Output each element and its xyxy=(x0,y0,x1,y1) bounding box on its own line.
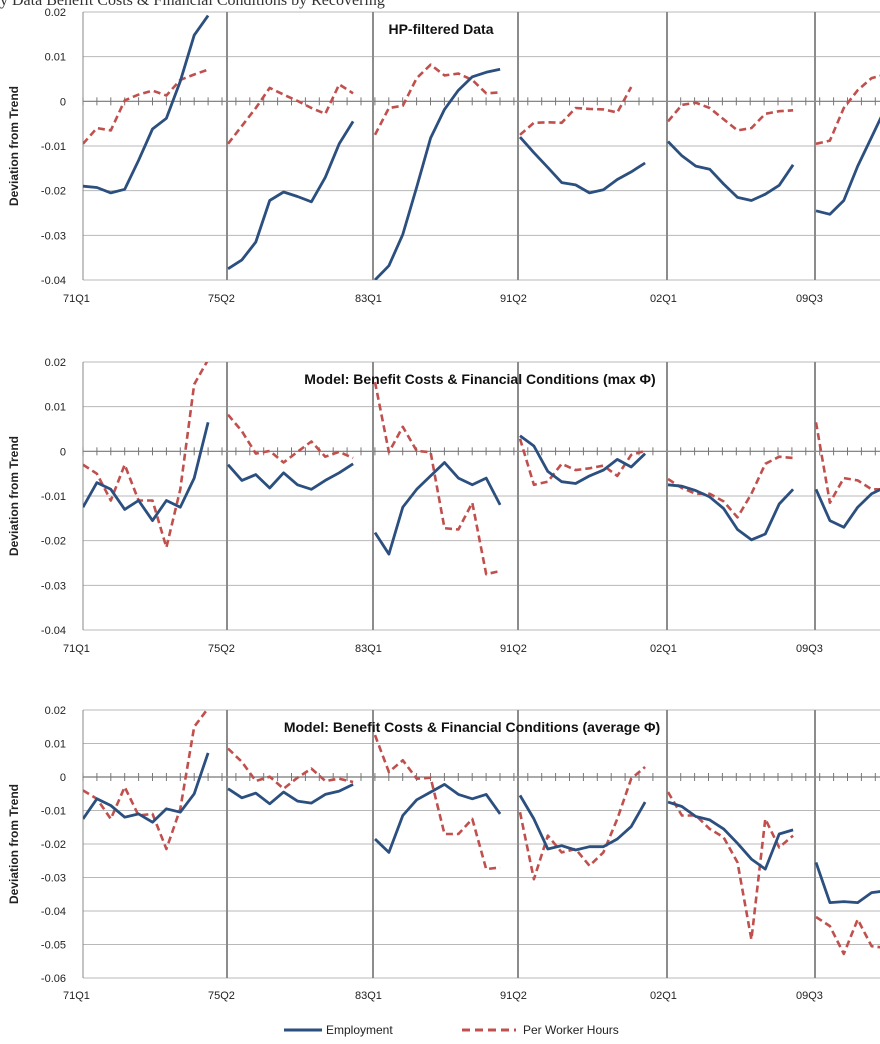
y-tick-label: 0.02 xyxy=(45,7,66,19)
hours-series-line xyxy=(83,710,209,851)
y-tick-label: 0.01 xyxy=(45,52,66,64)
x-tick-label: 71Q1 xyxy=(63,293,90,305)
cropped-headline: y Data Benefit Costs & Financial Conditi… xyxy=(0,0,385,9)
y-tick-label: -0.02 xyxy=(41,536,66,548)
y-tick-label: -0.01 xyxy=(41,806,66,818)
employment-series-line xyxy=(226,462,354,491)
hours-series-line xyxy=(227,413,354,464)
employment-series-line xyxy=(227,120,355,270)
hours-series-line xyxy=(227,747,354,791)
hours-series-line xyxy=(518,438,646,487)
x-tick-label: 91Q2 xyxy=(500,293,527,305)
hours-series-line xyxy=(667,101,794,132)
hours-series-line xyxy=(815,74,880,146)
hours-series-line xyxy=(373,63,501,136)
y-tick-label: 0.02 xyxy=(45,357,66,369)
y-tick-label: -0.02 xyxy=(41,186,66,198)
x-tick-label: 09Q3 xyxy=(796,643,823,655)
x-tick-label: 75Q2 xyxy=(208,293,235,305)
hours-series-line xyxy=(83,68,209,145)
hours-series-line xyxy=(519,86,633,136)
employment-series-line xyxy=(815,116,880,216)
y-tick-label: 0.02 xyxy=(45,705,66,717)
y-tick-label: -0.04 xyxy=(41,275,66,287)
y-tick-label: 0.01 xyxy=(45,402,66,414)
employment-series-line xyxy=(667,800,794,871)
y-tick-label: 0 xyxy=(60,96,66,108)
y-tick-label: -0.04 xyxy=(41,625,66,637)
employment-series-line xyxy=(814,488,880,529)
employment-series-line xyxy=(227,783,354,806)
y-tick-label: -0.01 xyxy=(41,491,66,503)
hours-series-line xyxy=(666,791,794,941)
hours-series-line xyxy=(226,83,354,145)
employment-series-line xyxy=(667,483,795,542)
employment-series-line xyxy=(814,861,880,904)
x-tick-label: 02Q1 xyxy=(650,990,677,1002)
chart-title: Model: Benefit Costs & Financial Conditi… xyxy=(284,719,660,735)
x-tick-label: 83Q1 xyxy=(355,293,382,305)
employment-series-line xyxy=(373,67,501,280)
employment-series-line xyxy=(374,783,502,854)
employment-series-line xyxy=(519,434,647,485)
legend: Employment Per Worker Hours xyxy=(284,1023,619,1037)
chart-title: HP-filtered Data xyxy=(388,21,493,37)
x-tick-label: 75Q2 xyxy=(208,643,235,655)
chart-panel-2: 0.02 0.01 0 -0.01 -0.02 -0.03 -0.04 Deviation f… xyxy=(7,357,880,655)
x-tick-label: 83Q1 xyxy=(355,990,382,1002)
y-tick-label: -0.05 xyxy=(41,940,66,952)
hours-series-line xyxy=(815,915,880,956)
x-tick-label: 91Q2 xyxy=(500,643,527,655)
x-tick-label: 71Q1 xyxy=(63,643,90,655)
hours-series-line xyxy=(83,362,209,549)
employment-series-line xyxy=(83,421,210,522)
y-tick-label: 0 xyxy=(60,772,66,784)
y-tick-label: -0.03 xyxy=(41,580,66,592)
hours-series-line xyxy=(667,455,794,519)
x-tick-label: 91Q2 xyxy=(500,990,527,1002)
employment-series-line xyxy=(518,136,646,195)
chart-title: Model: Benefit Costs & Financial Conditi… xyxy=(304,371,655,387)
legend-employment-label: Employment xyxy=(326,1023,393,1037)
chart-panels: 0.02 0.01 0 -0.01 -0.02 -0.03 -0.04 Deviation f… xyxy=(7,7,880,1002)
y-axis-label: Deviation from Trend xyxy=(7,436,21,556)
y-tick-label: -0.04 xyxy=(41,906,66,918)
x-tick-label: 09Q3 xyxy=(796,990,823,1002)
employment-series-line xyxy=(83,752,210,824)
y-tick-label: 0 xyxy=(60,446,66,458)
hours-series-line xyxy=(814,422,880,505)
hours-series-line xyxy=(373,734,501,871)
y-tick-label: -0.06 xyxy=(41,973,66,985)
x-tick-label: 83Q1 xyxy=(355,643,382,655)
x-tick-label: 09Q3 xyxy=(796,293,823,305)
series-group xyxy=(83,710,880,956)
chart-panel-3: 0.02 0.01 0 -0.01 -0.02 -0.03 -0.04 -0.05 -0.06 D… xyxy=(7,705,880,1002)
y-tick-label: -0.01 xyxy=(41,141,66,153)
series-group xyxy=(83,362,880,576)
employment-series-line xyxy=(666,140,795,202)
y-tick-label: 0.01 xyxy=(45,739,66,751)
x-tick-label: 02Q1 xyxy=(650,643,677,655)
legend-hours-label: Per Worker Hours xyxy=(523,1023,619,1037)
chart-panel-1: 0.02 0.01 0 -0.01 -0.02 -0.03 -0.04 Deviation f… xyxy=(7,7,880,305)
y-axis-label: Deviation from Trend xyxy=(7,784,21,904)
x-tick-label: 02Q1 xyxy=(650,293,677,305)
employment-series-line xyxy=(518,794,647,852)
employment-series-line xyxy=(83,14,210,195)
series-group xyxy=(83,14,880,280)
x-tick-label: 71Q1 xyxy=(63,990,90,1002)
x-tick-label: 75Q2 xyxy=(208,990,235,1002)
employment-series-line xyxy=(373,461,502,556)
y-tick-label: -0.03 xyxy=(41,230,66,242)
hours-series-line xyxy=(518,766,646,881)
y-tick-label: -0.03 xyxy=(41,873,66,885)
hours-series-line xyxy=(373,381,501,576)
y-axis-label: Deviation from Trend xyxy=(7,86,21,206)
y-tick-label: -0.02 xyxy=(41,839,66,851)
